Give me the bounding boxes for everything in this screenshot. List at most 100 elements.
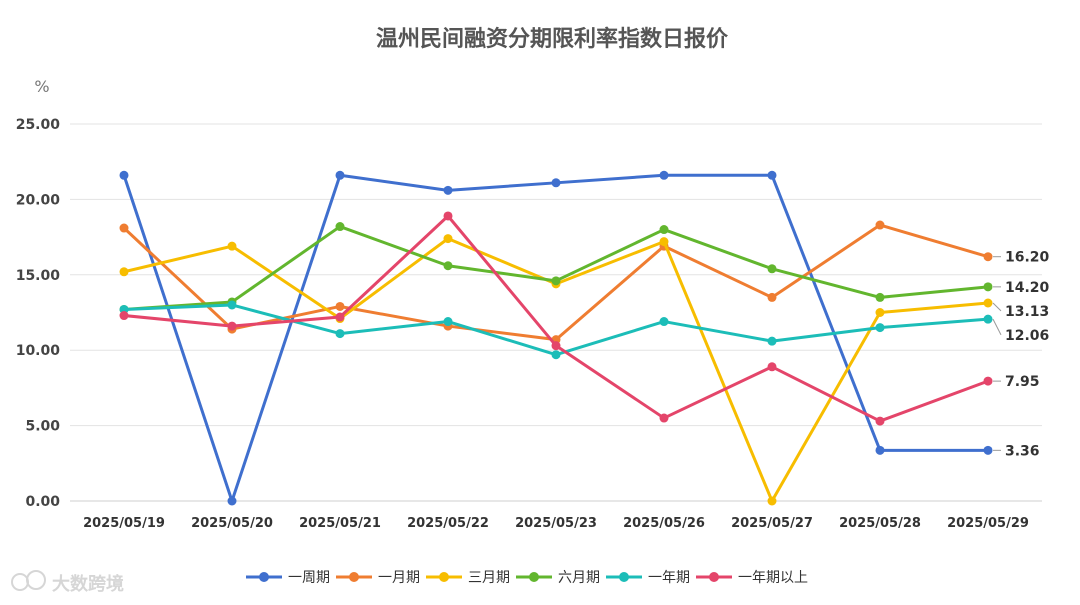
data-point [227,496,237,506]
data-point [551,350,561,360]
end-value-label: 14.20 [1005,280,1050,296]
x-axis-ticks: 2025/05/19 2025/05/20 2025/05/21 2025/05/22… [83,516,1029,531]
x-tick-label: 2025/05/21 [299,516,381,531]
end-value-label: 12.06 [1005,328,1049,344]
legend-swatch-dot [349,572,359,582]
x-tick-label: 2025/05/28 [839,516,921,531]
x-tick-label: 2025/05/29 [947,516,1029,531]
data-point [443,261,453,271]
legend-item: 三月期 [426,570,510,586]
x-tick-label: 2025/05/27 [731,516,813,531]
data-point [767,362,777,372]
y-axis-unit-label: % [34,77,49,96]
data-point [659,317,669,327]
watermark-logo-icon [11,573,29,591]
data-point [119,170,129,180]
data-point [335,329,345,339]
x-tick-label: 2025/05/26 [623,516,705,531]
data-point [767,336,777,346]
data-point [443,317,453,327]
y-tick-label: 10.00 [16,343,61,359]
data-point [875,292,885,302]
series-line [123,214,989,423]
legend-label: 六月期 [558,570,600,586]
legend-item: 六月期 [516,570,600,586]
legend-label: 一周期 [288,570,330,586]
end-value-label: 7.95 [1005,374,1040,390]
data-point [875,416,885,426]
legend-label: 一年期 [648,570,690,586]
legend-item: 一月期 [336,570,420,586]
data-point [983,376,993,386]
series-5 [119,211,993,426]
y-tick-label: 15.00 [16,268,61,284]
data-point [227,300,237,310]
data-point [335,301,345,311]
data-point [443,211,453,221]
data-point [767,264,777,274]
legend-swatch-dot [709,572,719,582]
data-point [551,341,561,351]
data-point [767,292,777,302]
data-point [659,237,669,247]
data-point [227,321,237,331]
legend-item: 一年期以上 [696,570,808,586]
legend-swatch-dot [439,572,449,582]
data-point [227,241,237,251]
data-point [443,234,453,244]
end-label-leader [992,318,1002,336]
end-value-labels: 16.20 14.20 13.13 12.06 7.95 3.36 [992,250,1050,459]
legend-swatch-dot [529,572,539,582]
legend-swatch-dot [259,572,269,582]
data-point [983,445,993,455]
y-tick-label: 25.00 [16,117,61,133]
x-tick-label: 2025/05/22 [407,516,489,531]
data-point [119,267,129,277]
legend-item: 一周期 [246,570,330,586]
legend-label: 一月期 [378,570,420,586]
end-value-label: 13.13 [1005,304,1049,320]
data-point [119,311,129,321]
legend-label: 一年期以上 [738,570,808,586]
data-point [767,170,777,180]
end-value-label: 16.20 [1005,250,1050,266]
data-point [443,185,453,195]
y-axis-ticks: 0.00 5.00 10.00 15.00 20.00 25.00 [16,117,61,510]
series-0 [119,170,993,506]
data-point [119,223,129,233]
series-layer [119,170,993,506]
legend: 一周期 一月期 三月期 六月期 一年期 一年期以上 [246,570,808,586]
data-point [335,170,345,180]
y-tick-label: 20.00 [16,192,61,208]
gridlines [70,123,1042,502]
watermark-text: 大数跨境 [52,573,124,595]
x-tick-label: 2025/05/20 [191,516,273,531]
data-point [659,225,669,235]
end-label-leader [992,302,1002,312]
data-point [983,282,993,292]
data-point [551,178,561,188]
data-point [983,298,993,308]
end-value-label: 3.36 [1005,443,1040,459]
data-point [551,276,561,286]
data-point [767,496,777,506]
watermark: 大数跨境 [11,570,124,595]
data-point [875,323,885,333]
data-point [659,413,669,423]
legend-swatch-dot [619,572,629,582]
legend-label: 三月期 [468,570,510,586]
data-point [875,445,885,455]
chart-title: 温州民间融资分期限利率指数日报价 [376,26,729,52]
x-tick-label: 2025/05/19 [83,516,165,531]
legend-item: 一年期 [606,570,690,586]
x-tick-label: 2025/05/23 [515,516,597,531]
data-point [983,252,993,262]
y-tick-label: 0.00 [25,494,60,510]
data-point [335,312,345,322]
y-tick-label: 5.00 [25,419,60,435]
data-point [659,170,669,180]
data-point [983,314,993,324]
data-point [875,220,885,230]
data-point [335,222,345,232]
